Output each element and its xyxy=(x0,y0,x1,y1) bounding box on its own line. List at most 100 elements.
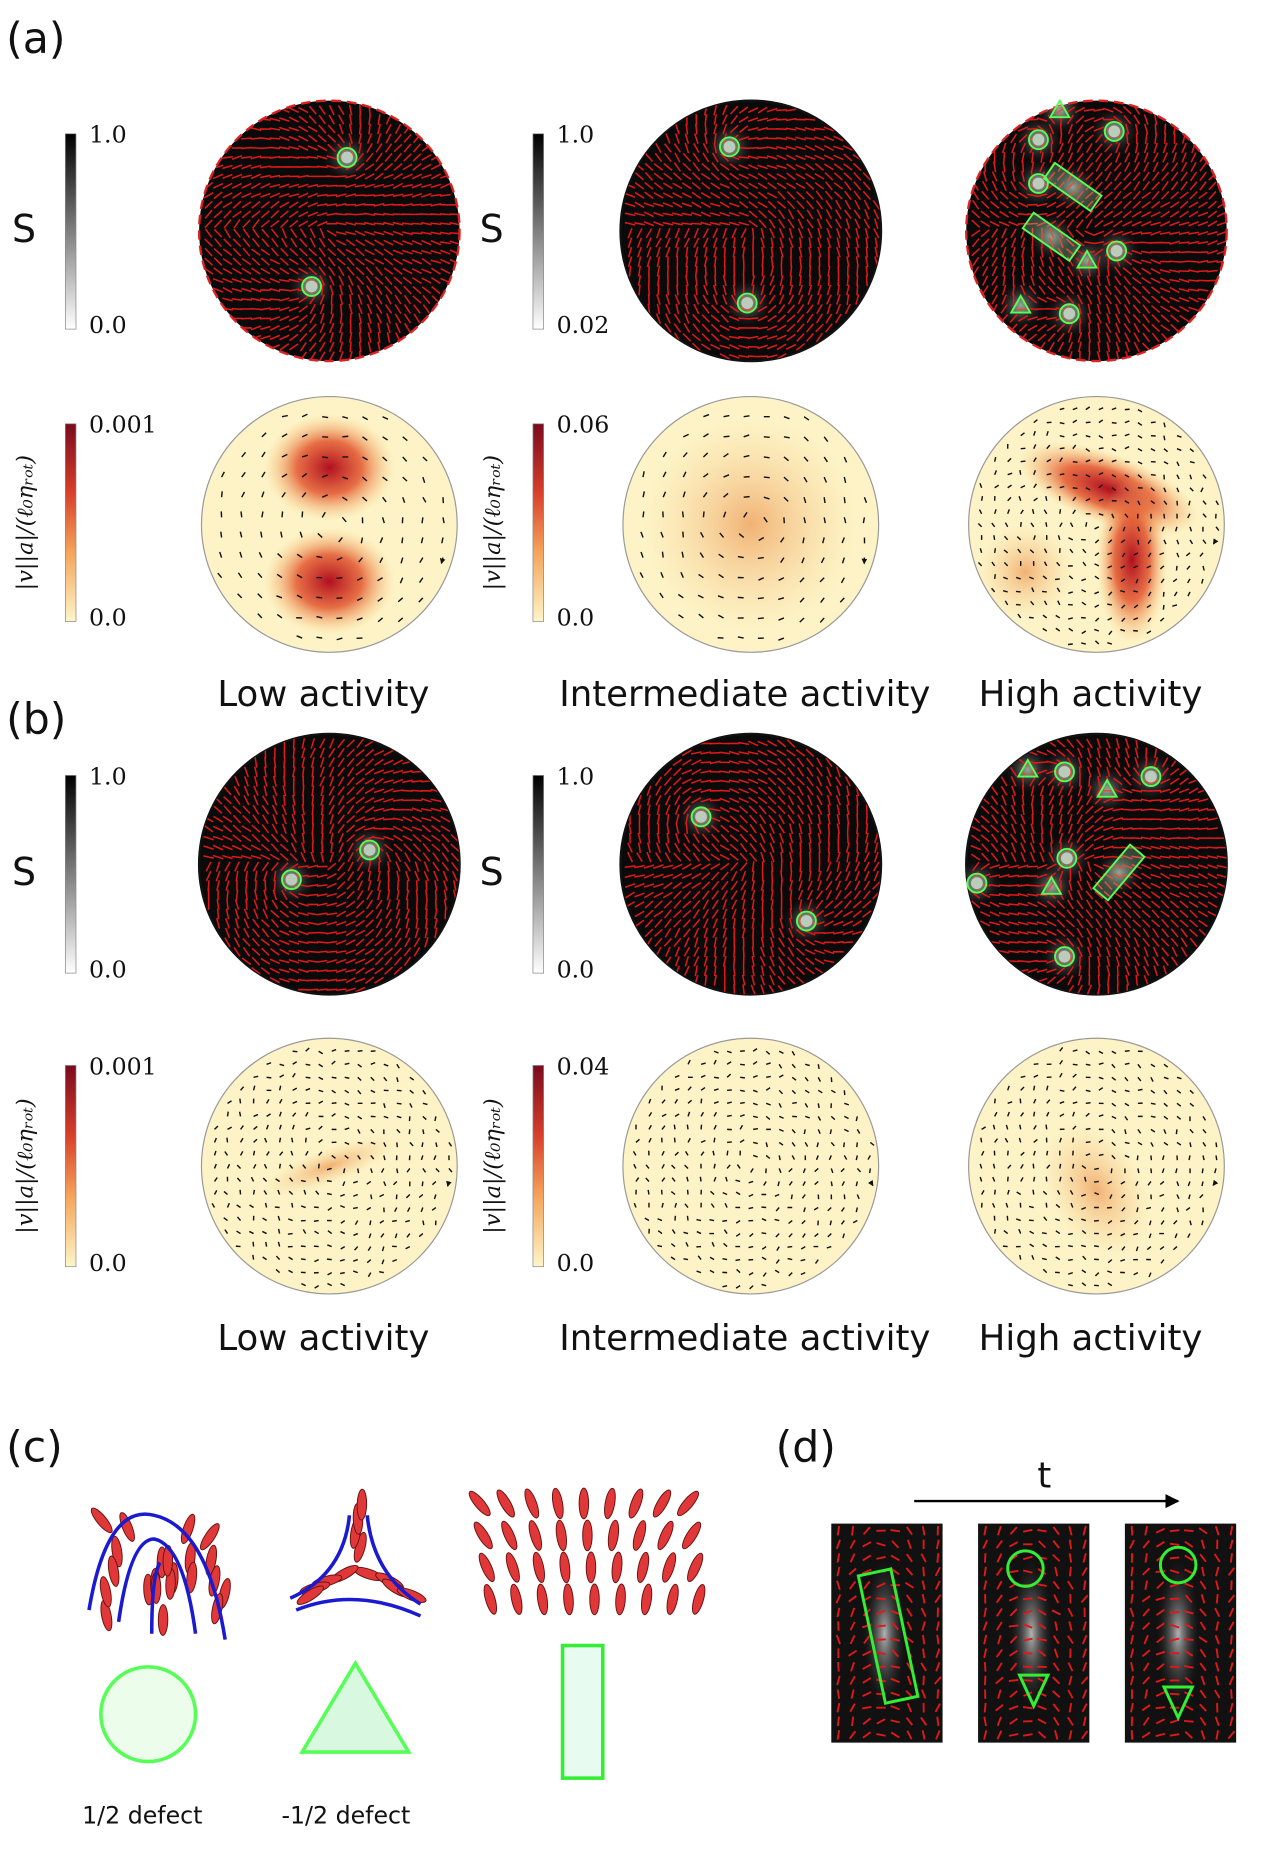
colorbar-min: 0.0 xyxy=(89,955,127,983)
director-lines xyxy=(624,739,881,995)
plus-half-marker xyxy=(1054,946,1075,967)
speed-blob xyxy=(1096,477,1168,643)
wall-marker xyxy=(1021,211,1082,263)
speed-blob xyxy=(262,1136,397,1196)
caption: Low activity xyxy=(217,1318,429,1359)
minus-half-marker xyxy=(1009,294,1032,314)
mesogen xyxy=(107,1555,120,1587)
colorbar-min: 0.0 xyxy=(89,1249,127,1277)
speed-blob xyxy=(644,417,858,631)
mesogen xyxy=(607,1519,620,1552)
director-field xyxy=(197,732,461,996)
caption: High activity xyxy=(979,1318,1203,1359)
streamline xyxy=(289,1515,422,1618)
mesogen xyxy=(528,1520,543,1551)
mesogen xyxy=(483,1584,498,1615)
mesogen xyxy=(356,1488,368,1521)
plus-half-marker xyxy=(359,839,381,861)
director-field xyxy=(619,99,883,363)
defect-spot xyxy=(1032,177,1045,190)
mesogen xyxy=(604,1487,616,1520)
plus-half-marker xyxy=(301,276,322,297)
mesogen xyxy=(157,1604,169,1636)
colorbar-min: 0.0 xyxy=(89,604,127,632)
speed-blob xyxy=(1042,1123,1151,1256)
mesogen xyxy=(652,1489,672,1518)
mesogen xyxy=(632,1520,647,1551)
glow xyxy=(1081,763,1134,816)
mesogen xyxy=(211,1593,224,1625)
mesogen xyxy=(615,1583,626,1616)
colorbar xyxy=(64,775,77,974)
colorbar-min: 0.0 xyxy=(557,955,595,983)
defect-spot xyxy=(741,297,754,309)
mesogen xyxy=(657,1520,674,1551)
colorbar-max: 1.0 xyxy=(89,762,127,790)
mesogen xyxy=(589,1583,600,1616)
mesogen xyxy=(662,1552,677,1583)
colorbar-title: |v||a|/(ℓ₀ηᵣₒₜ) xyxy=(480,1098,506,1233)
colorbar-min: 0.02 xyxy=(557,311,610,339)
defect-spot xyxy=(1145,770,1157,783)
minus-half-marker xyxy=(1016,758,1039,778)
mesogen xyxy=(180,1513,196,1544)
velocity-field xyxy=(968,1037,1225,1295)
colorbar-max: 0.001 xyxy=(89,411,157,439)
plus-half-marker xyxy=(1106,240,1128,262)
colorbar xyxy=(64,133,77,330)
minus-half-marker xyxy=(1161,1685,1195,1722)
colorbar-title: |v||a|/(ℓ₀ηᵣₒₜ) xyxy=(12,1098,38,1233)
director-lines xyxy=(203,738,460,993)
panel-label: (a) xyxy=(6,14,65,64)
streamline xyxy=(87,1512,227,1640)
plus-half-marker xyxy=(1058,303,1080,325)
defect-spot xyxy=(1110,245,1123,257)
velocity-arrows xyxy=(217,413,444,641)
field xyxy=(979,1047,1217,1287)
mesogen xyxy=(536,1583,549,1616)
mesogen xyxy=(611,1551,623,1584)
colorbar xyxy=(532,775,544,974)
director-field xyxy=(619,732,883,996)
wall-marker xyxy=(1092,843,1146,902)
mesogen xyxy=(555,1519,567,1552)
director-lines xyxy=(203,104,460,362)
colorbar xyxy=(532,1065,544,1268)
velocity-arrows xyxy=(211,1047,452,1289)
plus-half-marker xyxy=(736,292,758,314)
plus-half-marker xyxy=(1054,761,1075,783)
mesogen xyxy=(501,1520,518,1551)
glow xyxy=(1046,161,1099,214)
caption: Intermediate activity xyxy=(559,1318,930,1359)
colorbar xyxy=(532,133,544,330)
panel-label: (d) xyxy=(776,1423,836,1473)
mesogen xyxy=(478,1552,495,1583)
mesogen xyxy=(559,1551,571,1584)
legend-label: -1/2 defect xyxy=(281,1802,410,1830)
velocity-field xyxy=(200,1037,458,1295)
mesogen xyxy=(666,1583,679,1615)
velocity-arrows xyxy=(979,1047,1217,1287)
snapshot xyxy=(831,1523,943,1743)
defect-spot xyxy=(363,844,376,856)
plus-half-marker xyxy=(690,806,712,828)
caption: Intermediate activity xyxy=(559,674,930,715)
velocity-arrows xyxy=(632,1048,874,1290)
caption: Low activity xyxy=(217,674,429,715)
mesogen xyxy=(682,1521,702,1550)
plus-half-marker xyxy=(1028,129,1049,151)
colorbar xyxy=(532,423,544,622)
mesogen xyxy=(90,1507,113,1534)
mesogen xyxy=(628,1488,644,1519)
mesogen xyxy=(582,1519,593,1552)
mesogen xyxy=(510,1583,523,1615)
speed-blob xyxy=(264,414,395,521)
mesogen xyxy=(505,1552,520,1583)
mesogen xyxy=(551,1487,564,1520)
plus-half-legend xyxy=(99,1665,198,1764)
plus-half-marker xyxy=(1103,120,1125,142)
wall-marker xyxy=(856,1567,920,1705)
plus-half-marker xyxy=(1140,766,1162,788)
field xyxy=(632,1048,874,1290)
